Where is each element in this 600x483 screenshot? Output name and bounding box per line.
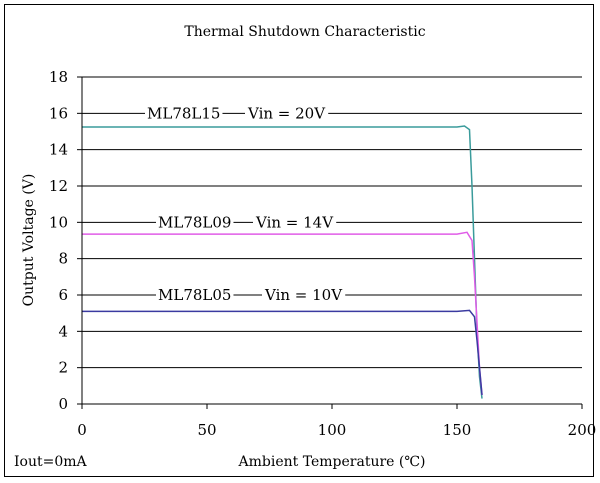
label-background (156, 213, 234, 232)
y-tick-label: 8 (58, 250, 68, 268)
y-tick-label: 6 (58, 286, 68, 304)
x-tick-label: 100 (318, 421, 347, 439)
series-name: ML78L05 (158, 286, 231, 304)
chart-frame (4, 4, 594, 477)
y-ticks: 0 2 4 6 8 10 12 14 16 18 (49, 68, 82, 413)
x-axis-label: Ambient Temperature (℃) (238, 454, 426, 470)
y-tick-label: 0 (58, 395, 68, 413)
x-tick-label: 200 (568, 421, 597, 439)
label-background (262, 286, 346, 304)
series-name: ML78L15 (147, 104, 220, 122)
y-tick-label: 10 (49, 213, 68, 231)
label-background (253, 213, 337, 232)
y-tick-label: 16 (49, 104, 68, 122)
series-name: ML78L09 (158, 213, 231, 231)
series-label-ml78l09: ML78L09 Vin = 14V (156, 213, 337, 232)
series-label-ml78l05: ML78L05 Vin = 10V (156, 286, 346, 304)
label-background (156, 286, 234, 304)
x-ticks: 0 50 100 150 200 (77, 404, 596, 439)
footnote: Iout=0mA (14, 454, 88, 470)
y-tick-label: 18 (49, 68, 68, 86)
x-tick-label: 0 (77, 421, 87, 439)
series-line-ml78l15 (82, 125, 483, 399)
chart-title: Thermal Shutdown Characteristic (184, 24, 425, 40)
series-condition: Vin = 20V (247, 104, 326, 122)
y-tick-label: 2 (58, 359, 68, 377)
y-tick-label: 12 (49, 177, 68, 195)
series-labels: ML78L15 Vin = 20V ML78L09 Vin = 14V ML78L05 V… (145, 104, 346, 304)
x-tick-label: 50 (197, 421, 216, 439)
x-tick-label: 150 (443, 421, 472, 439)
grid-lines (82, 76, 582, 369)
y-tick-label: 14 (49, 141, 68, 159)
series-line-ml78l09 (82, 231, 483, 395)
series-condition: Vin = 14V (255, 213, 334, 231)
series-label-ml78l15: ML78L15 Vin = 20V (145, 104, 329, 123)
label-background (145, 104, 223, 123)
y-axis-label: Output Voltage (V) (21, 174, 37, 307)
label-background (245, 104, 329, 123)
series-line-ml78l05 (82, 309, 483, 395)
y-tick-label: 4 (58, 322, 68, 340)
series-lines (82, 125, 483, 399)
series-condition: Vin = 10V (264, 286, 343, 304)
